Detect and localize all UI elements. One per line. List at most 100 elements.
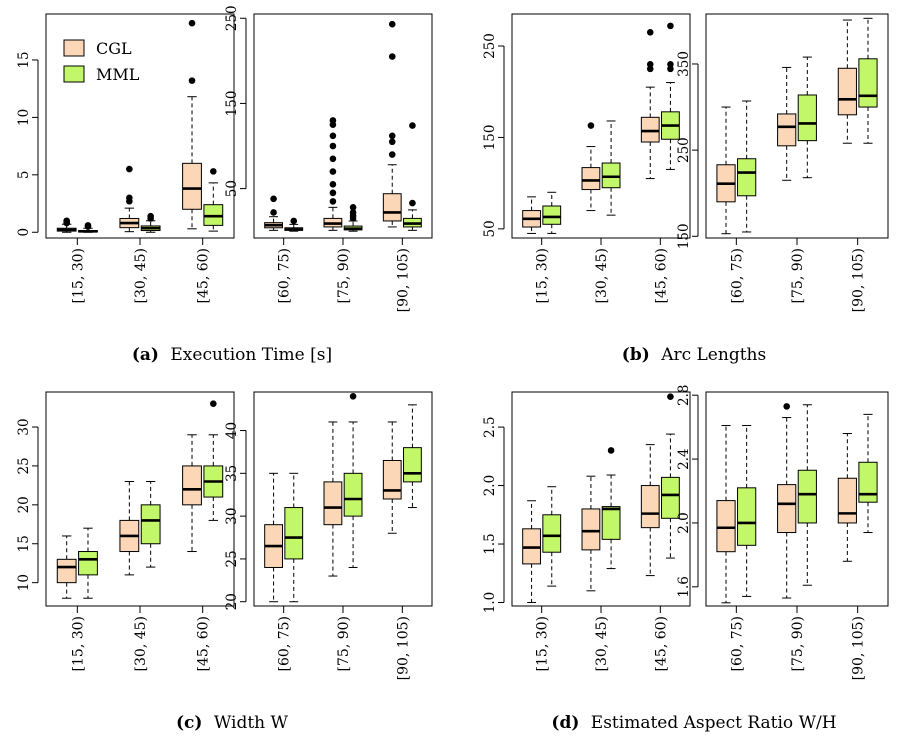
x-tick-label: [75, 90)	[336, 248, 352, 303]
outlier-point	[587, 122, 595, 129]
plot-frame	[253, 391, 433, 607]
box-cgl	[382, 20, 402, 228]
box-cgl	[382, 421, 402, 534]
box-mml	[140, 480, 161, 568]
legend-swatch-mml	[63, 65, 85, 83]
box-iqr	[343, 472, 363, 517]
outlier-point	[210, 168, 217, 175]
box-iqr	[382, 193, 402, 222]
y-tick-label: 2.0	[482, 475, 498, 496]
box-iqr	[601, 162, 621, 189]
x-tick-label: [30, 45)	[133, 616, 149, 671]
box-iqr	[837, 477, 857, 524]
box-iqr	[182, 465, 202, 506]
box-iqr	[323, 481, 343, 526]
box-iqr	[403, 447, 422, 483]
box-cgl	[837, 433, 857, 562]
outlier-point	[646, 28, 654, 36]
y-tick-label: 25	[16, 457, 32, 474]
x-tick-label: [45, 60)	[196, 616, 212, 671]
outlier-point	[329, 117, 337, 124]
box-iqr	[640, 485, 660, 529]
plot-frame	[705, 13, 889, 239]
caption-c: (c) Width W	[176, 713, 289, 733]
plot-area: 0 5 10 15 [15, 30) [30, 45) [45, 60) 50 150 250 [6…	[16, 5, 889, 680]
outlier-point	[270, 195, 277, 203]
x-tick-label: [45, 60)	[653, 616, 669, 671]
box-iqr	[777, 484, 797, 534]
box-iqr	[601, 506, 621, 540]
box-iqr	[382, 459, 402, 500]
box-cgl	[522, 196, 541, 234]
x-tick-label: [60, 75)	[729, 248, 745, 303]
y-tick-label: 2.0	[676, 512, 692, 533]
x-tick-label: [15, 30)	[535, 248, 551, 303]
box-mml	[797, 404, 817, 586]
outlier-point	[646, 60, 654, 68]
box-cgl	[323, 117, 343, 231]
chart-c-right: 20 25 30 35 40 [60, 75) [75, 90) [90, 105)	[224, 391, 433, 680]
box-mml	[737, 100, 757, 233]
x-tick-label: [90, 105)	[395, 248, 411, 312]
x-tick-label: [15, 30)	[70, 248, 86, 303]
chart-a-right: 50 150 250 [60, 75) [75, 90) [90, 105)	[224, 5, 433, 312]
caption-a: (a) Execution Time [s]	[132, 345, 332, 365]
y-tick-label: 10	[16, 574, 32, 591]
box-iqr	[858, 58, 878, 108]
caption-d-text: Estimated Aspect Ratio W/H	[591, 713, 837, 733]
y-tick-label: 5	[16, 171, 32, 180]
caption-d: (d) Estimated Aspect Ratio W/H	[551, 713, 836, 733]
box-mml	[284, 472, 304, 603]
x-tick-label: [75, 90)	[336, 616, 352, 671]
y-tick-label: 250	[224, 5, 240, 31]
box-cgl	[581, 122, 601, 212]
y-tick-label: 2.8	[676, 384, 692, 405]
box-cgl	[264, 195, 283, 231]
box-cgl	[716, 106, 736, 235]
y-tick-label: 150	[482, 125, 498, 151]
y-tick-label: 150	[224, 91, 240, 117]
outlier-point	[783, 403, 790, 410]
box-iqr	[737, 158, 757, 197]
x-tick-label: [75, 90)	[790, 248, 806, 303]
box-iqr	[140, 504, 161, 545]
box-iqr	[661, 476, 680, 519]
x-tick-label: [60, 75)	[277, 616, 293, 671]
x-tick-label: [30, 45)	[133, 248, 149, 303]
outlier-point	[188, 19, 196, 27]
y-tick-label: 150	[676, 223, 692, 249]
y-tick-label: 350	[676, 51, 692, 77]
box-mml	[284, 217, 304, 232]
outlier-point	[349, 209, 357, 216]
box-iqr	[56, 558, 77, 584]
box-iqr	[284, 507, 304, 560]
y-tick-label: 1.6	[676, 576, 692, 597]
y-tick-label: 25	[224, 550, 240, 567]
outlier-point	[667, 65, 674, 73]
outlier-point	[388, 151, 396, 158]
chart-b-right: 150 250 350 [60, 75) [75, 90) [90, 105)	[676, 13, 889, 312]
chart-d-left: 1.0 1.5 2.0 2.5 [15, 30) [30, 45) [45, 60)	[482, 391, 691, 671]
legend-label-cgl: CGL	[96, 39, 132, 58]
y-tick-label: 20	[224, 593, 240, 610]
x-tick-label: [30, 45)	[594, 248, 610, 303]
outlier-point	[210, 400, 217, 407]
box-iqr	[837, 67, 857, 116]
outlier-point	[667, 22, 674, 30]
box-iqr	[777, 113, 797, 147]
box-iqr	[716, 500, 736, 553]
legend-label-mml: MML	[96, 65, 140, 84]
box-mml	[542, 191, 562, 234]
box-cgl	[640, 28, 660, 180]
y-tick-label: 30	[16, 418, 32, 435]
box-cgl	[716, 425, 736, 604]
box-mml	[140, 212, 161, 233]
box-mml	[542, 486, 562, 587]
box-cgl	[777, 66, 797, 181]
box-mml	[797, 56, 817, 179]
caption-b-letter: (b)	[622, 345, 650, 365]
box-cgl	[119, 165, 140, 233]
box-mml	[203, 168, 224, 232]
outlier-point	[188, 77, 196, 84]
